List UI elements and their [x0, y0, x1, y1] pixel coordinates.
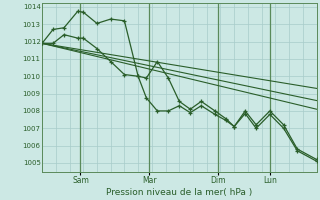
- X-axis label: Pression niveau de la mer( hPa ): Pression niveau de la mer( hPa ): [106, 188, 252, 197]
